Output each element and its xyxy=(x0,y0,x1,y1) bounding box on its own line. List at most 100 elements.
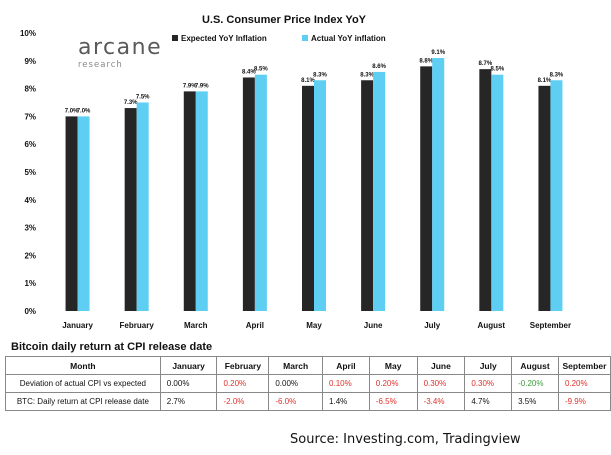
data-label-actual: 8.6% xyxy=(372,64,386,70)
data-label-actual: 8.5% xyxy=(254,67,268,73)
table-cell: 0.30% xyxy=(416,374,466,393)
table-cell: 0.00% xyxy=(159,374,218,393)
logo-subtitle: research xyxy=(78,60,123,70)
table-row: BTC: Daily return at CPI release date 2.7… xyxy=(5,392,611,411)
bar-actual xyxy=(136,102,149,311)
bar-actual xyxy=(491,74,504,311)
y-tick-label: 10% xyxy=(20,29,36,38)
data-label-actual: 7.9% xyxy=(195,83,209,89)
y-tick-label: 8% xyxy=(24,85,36,94)
legend-label-actual: Actual YoY inflation xyxy=(311,34,386,43)
cpi-bar-chart: U.S. Consumer Price Index YoY Expected Y… xyxy=(20,14,571,330)
x-category-label: February xyxy=(120,321,155,330)
y-tick-label: 1% xyxy=(24,279,36,288)
x-category-label: July xyxy=(424,321,441,330)
bar-actual xyxy=(373,71,386,311)
y-tick-label: 9% xyxy=(24,57,36,66)
bar-expected xyxy=(361,80,374,311)
y-tick-label: 0% xyxy=(24,307,36,316)
bar-actual xyxy=(77,116,90,312)
table-cell: 0.10% xyxy=(322,374,370,393)
data-label-expected: 7.9% xyxy=(183,83,197,89)
header-month-cell: April xyxy=(322,356,370,375)
header-month-cell: August xyxy=(511,356,559,375)
table-cell: -6.5% xyxy=(368,392,418,411)
table-cell: 2.7% xyxy=(159,392,218,411)
x-category-label: April xyxy=(246,321,264,330)
data-label-expected: 8.4% xyxy=(242,69,256,75)
table-row: Deviation of actual CPI vs expected 0.00%… xyxy=(5,374,611,393)
x-category-label: January xyxy=(62,321,93,330)
bars: 7.0%7.0% January 7.3%7.5% February 7.9%7.9% M… xyxy=(62,50,571,330)
row-label: BTC: Daily return at CPI release date xyxy=(5,392,161,411)
bar-expected xyxy=(242,77,255,311)
bar-expected xyxy=(538,85,551,311)
bar-expected xyxy=(183,91,196,311)
row-label: Deviation of actual CPI vs expected xyxy=(5,374,161,393)
y-tick-label: 3% xyxy=(24,224,36,233)
bar-actual xyxy=(314,80,326,311)
header-month-cell: February xyxy=(216,356,270,375)
data-label-actual: 8.5% xyxy=(490,67,504,73)
chart-legend: Expected YoY Inflation Actual YoY inflat… xyxy=(172,34,386,43)
header-month-cell: June xyxy=(416,356,466,375)
bar-expected xyxy=(65,116,78,312)
y-tick-label: 5% xyxy=(24,168,36,177)
data-label-actual: 7.5% xyxy=(136,95,150,101)
data-label-actual: 8.3% xyxy=(313,72,327,78)
data-label-expected: 7.0% xyxy=(65,108,79,114)
bar-actual xyxy=(550,80,563,311)
source-note: Source: Investing.com, Tradingview xyxy=(290,432,521,447)
table-header-row: Month January February March April May June Ju… xyxy=(5,356,611,375)
data-label-expected: 8.1% xyxy=(301,78,315,84)
y-tick-label: 6% xyxy=(24,140,36,149)
logo-wordmark: arcane xyxy=(78,35,163,60)
table-cell: -2.0% xyxy=(216,392,270,411)
bar-expected xyxy=(124,108,137,311)
header-month-cell: July xyxy=(464,356,513,375)
table-cell: 3.5% xyxy=(511,392,559,411)
bar-actual xyxy=(195,91,208,311)
y-tick-label: 2% xyxy=(24,251,36,260)
data-label-expected: 7.3% xyxy=(124,100,138,106)
x-category-label: June xyxy=(364,321,383,330)
table-cell: 0.20% xyxy=(557,374,611,393)
y-axis: 0% 1% 2% 3% 4% 5% 6% 7% 8% 9% 10% xyxy=(20,29,36,316)
header-month: Month xyxy=(5,356,161,375)
bar-actual xyxy=(254,74,267,311)
header-month-cell: September xyxy=(557,356,611,375)
header-month-cell: January xyxy=(159,356,218,375)
x-category-label: September xyxy=(530,321,571,330)
arcane-logo: arcane research xyxy=(78,35,163,71)
table-cell: 1.4% xyxy=(322,392,370,411)
cpi-btc-table: Month January February March April May June Ju… xyxy=(5,356,611,411)
table-cell: 4.7% xyxy=(464,392,513,411)
table-cell: 0.00% xyxy=(268,374,324,393)
bar-expected xyxy=(302,85,314,311)
data-label-expected: 8.1% xyxy=(538,78,552,84)
table-cell: -9.9% xyxy=(557,392,611,411)
bar-expected xyxy=(479,69,492,311)
data-label-expected: 8.7% xyxy=(478,61,492,67)
header-month-cell: March xyxy=(268,356,324,375)
y-tick-label: 4% xyxy=(24,196,36,205)
legend-swatch-actual xyxy=(302,35,308,41)
table-cell: -3.4% xyxy=(416,392,466,411)
table-cell: -0.20% xyxy=(511,374,559,393)
x-category-label: August xyxy=(478,321,506,330)
legend-label-expected: Expected YoY Inflation xyxy=(181,34,267,43)
data-label-actual: 7.0% xyxy=(77,108,91,114)
y-tick-label: 7% xyxy=(24,112,36,121)
data-label-expected: 8.8% xyxy=(419,58,433,64)
data-label-actual: 9.1% xyxy=(431,50,445,56)
bar-actual xyxy=(432,58,445,311)
table-cell: -6.0% xyxy=(268,392,324,411)
data-label-actual: 8.3% xyxy=(550,72,564,78)
table-title: Bitcoin daily return at CPI release date xyxy=(11,341,213,353)
data-label-expected: 8.3% xyxy=(360,72,374,78)
x-category-label: May xyxy=(306,321,322,330)
legend-swatch-expected xyxy=(172,35,178,41)
x-category-label: March xyxy=(184,321,208,330)
bar-expected xyxy=(420,66,433,311)
table-cell: 0.20% xyxy=(368,374,418,393)
